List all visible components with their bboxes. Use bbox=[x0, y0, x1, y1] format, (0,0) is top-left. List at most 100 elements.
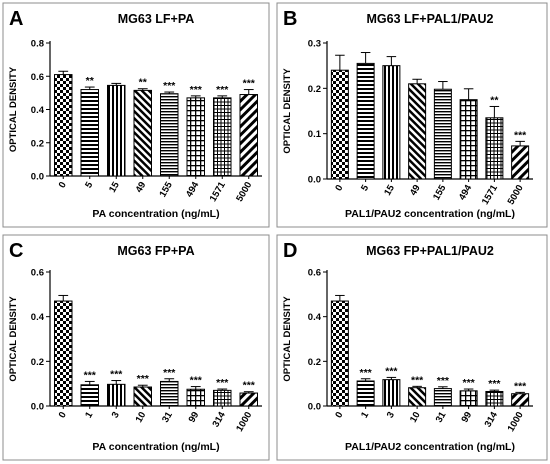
y-axis-label: OPTICAL DENSITY bbox=[8, 296, 19, 382]
bar bbox=[213, 389, 232, 407]
significance-label: *** bbox=[163, 80, 176, 92]
bar bbox=[382, 65, 401, 180]
x-tick-label: 3 bbox=[110, 410, 122, 420]
significance-label: *** bbox=[488, 378, 501, 390]
bar bbox=[186, 388, 205, 407]
x-tick-label: 49 bbox=[134, 180, 149, 195]
x-axis-label: PAL1/PAU2 concentration (ng/mL) bbox=[345, 208, 515, 220]
bar bbox=[186, 97, 205, 177]
significance-label: *** bbox=[359, 367, 372, 379]
y-tick-label: 0.6 bbox=[31, 268, 44, 279]
x-tick-label: 15 bbox=[382, 182, 397, 197]
x-tick-label: 99 bbox=[459, 410, 474, 425]
significance-label: *** bbox=[163, 367, 176, 379]
x-tick-label: 155 bbox=[157, 179, 175, 199]
bar bbox=[485, 390, 504, 407]
panel-border bbox=[276, 2, 548, 228]
x-tick-label: 10 bbox=[408, 410, 423, 425]
chart-title: MG63 LF+PAL1/PAU2 bbox=[367, 12, 494, 26]
bar bbox=[54, 300, 73, 407]
panel-letter: C bbox=[9, 240, 23, 262]
x-axis-label: PA concentration (ng/mL) bbox=[92, 208, 219, 220]
bar bbox=[330, 69, 349, 180]
significance-label: ** bbox=[490, 94, 499, 106]
significance-label: *** bbox=[514, 380, 527, 392]
significance-label: *** bbox=[437, 375, 450, 387]
bar bbox=[107, 84, 126, 177]
y-tick-label: 0.2 bbox=[31, 138, 44, 149]
y-tick-label: 0.0 bbox=[308, 402, 321, 413]
x-tick-label: 314 bbox=[210, 409, 228, 429]
x-tick-label: 0 bbox=[57, 180, 69, 190]
bar bbox=[239, 94, 258, 177]
y-tick-label: 0.6 bbox=[31, 72, 44, 83]
bar bbox=[133, 386, 152, 407]
y-tick-label: 0.0 bbox=[31, 172, 44, 183]
bar bbox=[107, 383, 126, 407]
x-tick-label: 31 bbox=[160, 409, 175, 424]
x-tick-label: 3 bbox=[385, 410, 397, 420]
y-tick-label: 0.2 bbox=[308, 357, 321, 368]
y-tick-label: 0.6 bbox=[308, 268, 321, 279]
x-tick-label: 5 bbox=[83, 179, 96, 190]
chart-title: MG63 FP+PA bbox=[117, 244, 194, 258]
chart-title: MG63 LF+PA bbox=[118, 12, 195, 26]
x-tick-label: 314 bbox=[483, 409, 501, 429]
x-tick-label: 0 bbox=[57, 410, 69, 420]
x-tick-label: 31 bbox=[434, 409, 449, 424]
bar bbox=[433, 88, 452, 180]
x-tick-label: 155 bbox=[431, 182, 449, 202]
significance-label: *** bbox=[411, 374, 424, 386]
significance-label: *** bbox=[243, 78, 256, 90]
y-tick-label: 0.2 bbox=[308, 84, 321, 95]
bar bbox=[160, 380, 179, 407]
y-tick-label: 0.3 bbox=[308, 39, 321, 50]
x-tick-label: 5 bbox=[359, 182, 372, 193]
bar bbox=[330, 300, 349, 407]
bar bbox=[356, 380, 375, 407]
x-tick-label: 1000 bbox=[234, 410, 254, 434]
significance-label: *** bbox=[385, 365, 398, 377]
bar bbox=[459, 99, 478, 180]
x-tick-label: 1 bbox=[359, 409, 372, 420]
x-axis-label: PAL1/PAU2 concentration (ng/mL) bbox=[345, 441, 515, 453]
x-tick-label: 1000 bbox=[506, 410, 526, 434]
significance-label: *** bbox=[514, 129, 527, 141]
bar bbox=[356, 62, 375, 180]
bar bbox=[511, 393, 530, 407]
panel-border bbox=[276, 234, 548, 461]
significance-label: *** bbox=[243, 380, 256, 392]
bar bbox=[511, 145, 530, 180]
x-tick-label: 1571 bbox=[208, 179, 228, 203]
y-tick-label: 0.4 bbox=[31, 105, 45, 116]
x-tick-label: 1 bbox=[83, 409, 96, 420]
significance-label: ** bbox=[139, 77, 148, 89]
significance-label: *** bbox=[110, 369, 123, 381]
x-tick-label: 1571 bbox=[480, 182, 500, 206]
panel-border bbox=[2, 234, 270, 461]
panel-border bbox=[2, 2, 270, 228]
bar bbox=[459, 390, 478, 407]
panel-a: A MG63 LF+PA 0.0 0.2 0.4 0.6 0.8 OPTICAL DENSIT… bbox=[2, 2, 270, 228]
significance-label: *** bbox=[84, 369, 97, 381]
x-tick-label: 0 bbox=[333, 410, 345, 420]
y-axis-label: OPTICAL DENSITY bbox=[282, 68, 293, 154]
y-axis-label: OPTICAL DENSITY bbox=[282, 296, 293, 382]
bar bbox=[408, 83, 427, 180]
x-tick-label: 10 bbox=[134, 410, 149, 425]
x-tick-label: 99 bbox=[187, 410, 202, 425]
x-tick-label: 49 bbox=[408, 183, 423, 198]
y-tick-label: 0.8 bbox=[31, 39, 44, 50]
significance-label: ** bbox=[86, 75, 95, 87]
panel-letter: A bbox=[9, 8, 23, 30]
panel-letter: B bbox=[283, 8, 297, 30]
significance-label: *** bbox=[190, 375, 203, 387]
panel-b: B MG63 LF+PAL1/PAU2 0.0 0.1 0.2 0.3 OPTICAL DE… bbox=[276, 2, 548, 228]
bar bbox=[433, 388, 452, 407]
significance-label: *** bbox=[216, 84, 229, 96]
y-tick-label: 0.0 bbox=[308, 175, 321, 186]
bar bbox=[80, 384, 99, 407]
chart-title: MG63 FP+PAL1/PAU2 bbox=[366, 244, 494, 258]
bar bbox=[133, 89, 152, 177]
x-tick-label: 5000 bbox=[506, 183, 526, 207]
